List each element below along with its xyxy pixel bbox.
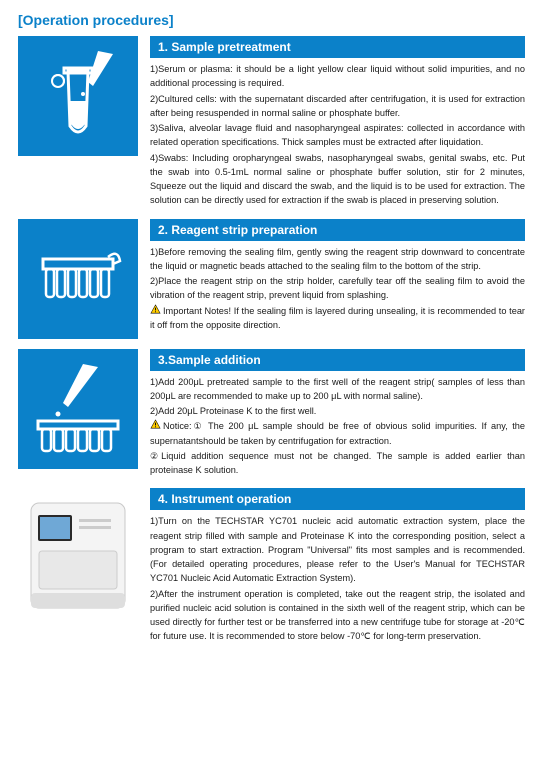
section-2-p2: 2)Place the reagent strip on the strip h… — [150, 274, 525, 303]
section-1-p4: 4)Swabs: Including oropharyngeal swabs, … — [150, 151, 525, 208]
sample-addition-icon — [18, 349, 138, 469]
section-2-warning: Important Notes! If the sealing film is … — [150, 304, 525, 333]
warning-icon — [150, 304, 161, 315]
warning-icon — [150, 419, 161, 430]
section-2-p1: 1)Before removing the sealing film, gent… — [150, 245, 525, 274]
section-3-p1: 1)Add 200μL pretreated sample to the fir… — [150, 375, 525, 404]
section-4-header: 4. Instrument operation — [150, 488, 525, 510]
sample-pretreatment-icon — [18, 36, 138, 156]
section-1-header: 1. Sample pretreatment — [150, 36, 525, 58]
section-3: 3.Sample addition 1)Add 200μL pretreated… — [18, 349, 525, 479]
section-3-p2: 2)Add 20μL Proteinase K to the first wel… — [150, 404, 525, 418]
section-4-p1: 1)Turn on the TECHSTAR YC701 nucleic aci… — [150, 514, 525, 585]
page-title: [Operation procedures] — [18, 12, 525, 28]
section-4-body: 1)Turn on the TECHSTAR YC701 nucleic aci… — [150, 514, 525, 643]
reagent-strip-icon — [18, 219, 138, 339]
section-1-p2: 2)Cultured cells: with the supernatant d… — [150, 92, 525, 121]
section-3-warning2: ②Liquid addition sequence must not be ch… — [150, 449, 525, 478]
section-1-p3: 3)Saliva, alveolar lavage fluid and naso… — [150, 121, 525, 150]
section-1: 1. Sample pretreatment 1)Serum or plasma… — [18, 36, 525, 209]
section-2-body: 1)Before removing the sealing film, gent… — [150, 245, 525, 333]
section-1-p1: 1)Serum or plasma: it should be a light … — [150, 62, 525, 91]
section-3-header: 3.Sample addition — [150, 349, 525, 371]
section-3-warning: Notice:① The 200 μL sample should be fre… — [150, 419, 525, 448]
section-3-body: 1)Add 200μL pretreated sample to the fir… — [150, 375, 525, 478]
instrument-icon — [18, 488, 138, 628]
section-2-header: 2. Reagent strip preparation — [150, 219, 525, 241]
section-1-body: 1)Serum or plasma: it should be a light … — [150, 62, 525, 208]
section-2: 2. Reagent strip preparation 1)Before re… — [18, 219, 525, 339]
section-4: 4. Instrument operation 1)Turn on the TE… — [18, 488, 525, 644]
section-4-p2: 2)After the instrument operation is comp… — [150, 587, 525, 644]
